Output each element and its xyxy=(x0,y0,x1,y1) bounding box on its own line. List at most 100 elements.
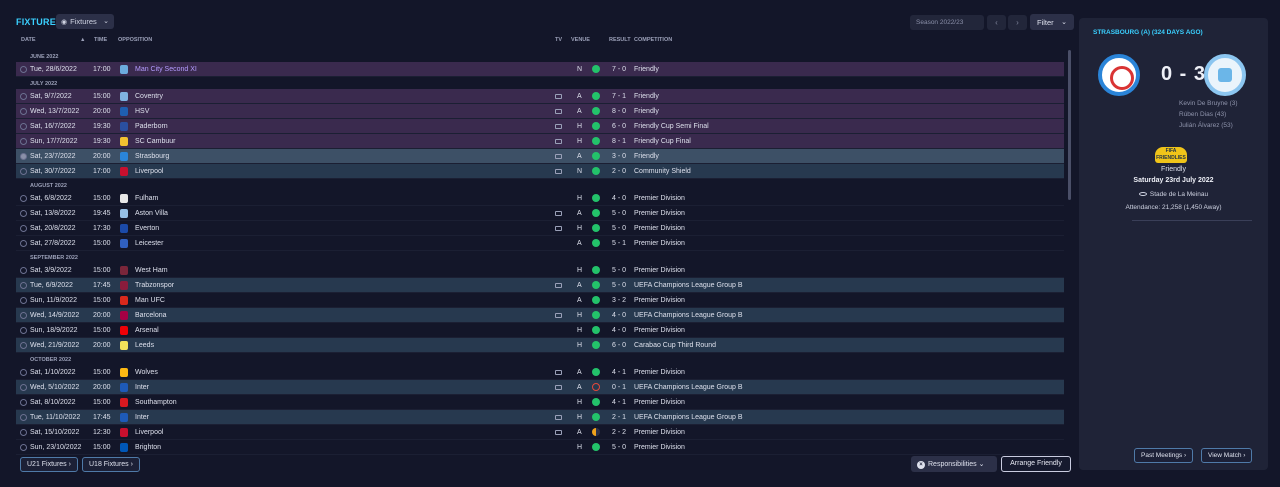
fixture-result[interactable]: 7 - 0 xyxy=(612,66,627,73)
row-select-radio[interactable] xyxy=(20,168,27,175)
fixture-result[interactable]: 4 - 0 xyxy=(612,327,627,334)
fixture-competition[interactable]: Premier Division xyxy=(634,369,685,376)
fixture-row[interactable]: Sat, 20/8/2022 17:30 Everton H 5 - 0 Premier … xyxy=(16,221,1064,236)
fixture-competition[interactable]: UEFA Champions League Group B xyxy=(634,414,743,421)
past-meetings-button[interactable]: Past Meetings › xyxy=(1134,448,1194,463)
fixture-competition[interactable]: Premier Division xyxy=(634,267,685,274)
row-select-radio[interactable] xyxy=(20,210,27,217)
home-team-crest[interactable] xyxy=(1098,54,1140,96)
fixture-competition[interactable]: UEFA Champions League Group B xyxy=(634,312,743,319)
fixture-result[interactable]: 6 - 0 xyxy=(612,123,627,130)
row-select-radio[interactable] xyxy=(20,195,27,202)
fixture-opposition[interactable]: SC Cambuur xyxy=(135,138,176,145)
fixture-competition[interactable]: Premier Division xyxy=(634,444,685,451)
fixture-competition[interactable]: Friendly Cup Semi Final xyxy=(634,123,709,130)
fixture-row[interactable]: Wed, 14/9/2022 20:00 Barcelona H 4 - 0 UEFA C… xyxy=(16,308,1064,323)
fixture-row[interactable]: Sun, 17/7/2022 19:30 SC Cambuur H 8 - 1 Frien… xyxy=(16,134,1064,149)
fixture-result[interactable]: 7 - 1 xyxy=(612,93,627,100)
fixture-row[interactable]: Sat, 13/8/2022 19:45 Aston Villa A 5 - 0 Prem… xyxy=(16,206,1064,221)
fixture-competition[interactable]: Premier Division xyxy=(634,429,685,436)
fixture-competition[interactable]: Community Shield xyxy=(634,168,691,175)
view-dropdown[interactable]: ◉ Fixtures ⌄ xyxy=(56,14,114,29)
fixture-result[interactable]: 8 - 1 xyxy=(612,138,627,145)
view-match-button[interactable]: View Match › xyxy=(1201,448,1253,463)
fixture-result[interactable]: 5 - 1 xyxy=(612,240,627,247)
filter-button[interactable]: Filter ⌄ xyxy=(1030,14,1074,30)
fixture-result[interactable]: 4 - 1 xyxy=(612,399,627,406)
responsibilities-button[interactable]: × Responsibilities ⌄ xyxy=(911,456,997,472)
fixture-result[interactable]: 2 - 2 xyxy=(612,429,627,436)
fixture-competition[interactable]: Friendly xyxy=(634,66,659,73)
fixture-competition[interactable]: UEFA Champions League Group B xyxy=(634,384,743,391)
fixture-row[interactable]: Sat, 30/7/2022 17:00 Liverpool N 2 - 0 Commun… xyxy=(16,164,1064,179)
row-select-radio[interactable] xyxy=(20,369,27,376)
fixture-competition[interactable]: UEFA Champions League Group B xyxy=(634,282,743,289)
fixture-result[interactable]: 5 - 0 xyxy=(612,267,627,274)
row-select-radio[interactable] xyxy=(20,444,27,451)
fixture-row[interactable]: Tue, 28/6/2022 17:00 Man City Second XI N 7 … xyxy=(16,62,1064,77)
fixture-row[interactable]: Wed, 13/7/2022 20:00 HSV A 8 - 0 Friendly xyxy=(16,104,1064,119)
away-team-crest[interactable] xyxy=(1204,54,1246,96)
fixture-result[interactable]: 2 - 1 xyxy=(612,414,627,421)
fixture-result[interactable]: 6 - 0 xyxy=(612,342,627,349)
fixture-row[interactable]: Sat, 23/7/2022 20:00 Strasbourg A 3 - 0 Frien… xyxy=(16,149,1064,164)
fixture-opposition[interactable]: Man UFC xyxy=(135,297,165,304)
row-select-radio[interactable] xyxy=(20,138,27,145)
row-select-radio[interactable] xyxy=(20,312,27,319)
column-venue[interactable]: VENUE xyxy=(571,37,590,43)
fixture-competition[interactable]: Friendly xyxy=(634,108,659,115)
fixture-competition[interactable]: Carabao Cup Third Round xyxy=(634,342,716,349)
fixture-competition[interactable]: Premier Division xyxy=(634,195,685,202)
fixture-result[interactable]: 5 - 0 xyxy=(612,225,627,232)
fixture-competition[interactable]: Friendly xyxy=(634,153,659,160)
fixture-opposition[interactable]: HSV xyxy=(135,108,150,115)
row-select-radio[interactable] xyxy=(20,327,27,334)
column-tv[interactable]: TV xyxy=(555,37,563,43)
row-select-radio[interactable] xyxy=(20,240,27,247)
fixture-row[interactable]: Sun, 11/9/2022 15:00 Man UFC A 3 - 2 Premier … xyxy=(16,293,1064,308)
fixture-opposition[interactable]: Barcelona xyxy=(135,312,167,319)
row-select-radio[interactable] xyxy=(20,66,27,73)
fixture-competition[interactable]: Premier Division xyxy=(634,297,685,304)
row-select-radio[interactable] xyxy=(20,414,27,421)
next-season-button[interactable]: › xyxy=(1008,15,1027,30)
row-select-radio[interactable] xyxy=(20,297,27,304)
u21-fixtures-button[interactable]: U21 Fixtures › xyxy=(20,457,78,472)
fixture-result[interactable]: 8 - 0 xyxy=(612,108,627,115)
fixture-opposition[interactable]: Coventry xyxy=(135,93,164,100)
fixture-result[interactable]: 2 - 0 xyxy=(612,168,627,175)
scorer[interactable]: Rúben Dias (43) xyxy=(1179,111,1227,118)
fixture-opposition[interactable]: Paderborn xyxy=(135,123,168,130)
row-select-radio[interactable] xyxy=(20,225,27,232)
fixture-row[interactable]: Sun, 23/10/2022 15:00 Brighton H 5 - 0 Premie… xyxy=(16,440,1064,455)
fixture-result[interactable]: 4 - 0 xyxy=(612,195,627,202)
fixture-result[interactable]: 5 - 0 xyxy=(612,444,627,451)
fixture-opposition[interactable]: Fulham xyxy=(135,195,159,202)
fixture-row[interactable]: Sat, 27/8/2022 15:00 Leicester A 5 - 1 Premie… xyxy=(16,236,1064,251)
column-date[interactable]: DATE xyxy=(21,37,36,43)
row-select-radio[interactable] xyxy=(20,399,27,406)
fixture-row[interactable]: Wed, 21/9/2022 20:00 Leeds H 6 - 0 Carabao Cu… xyxy=(16,338,1064,353)
scrollbar[interactable] xyxy=(1068,50,1071,200)
column-competition[interactable]: COMPETITION xyxy=(634,37,673,43)
sort-ascending-icon[interactable]: ▲ xyxy=(80,37,86,43)
fixture-opposition[interactable]: Man City Second XI xyxy=(135,66,197,73)
fixture-opposition[interactable]: Liverpool xyxy=(135,168,164,175)
row-select-radio[interactable] xyxy=(20,282,27,289)
fixture-opposition[interactable]: Southampton xyxy=(135,399,177,406)
fixture-row[interactable]: Sat, 9/7/2022 15:00 Coventry A 7 - 1 Friendly xyxy=(16,89,1064,104)
arrange-friendly-button[interactable]: Arrange Friendly xyxy=(1001,456,1071,472)
fixture-competition[interactable]: Premier Division xyxy=(634,210,685,217)
fixture-competition[interactable]: Premier Division xyxy=(634,327,685,334)
row-select-radio[interactable] xyxy=(20,267,27,274)
fixture-opposition[interactable]: Leicester xyxy=(135,240,164,247)
fixture-opposition[interactable]: Trabzonspor xyxy=(135,282,175,289)
fixture-opposition[interactable]: Leeds xyxy=(135,342,155,349)
fixture-row[interactable]: Tue, 11/10/2022 17:45 Inter H 2 - 1 UEFA Cham… xyxy=(16,410,1064,425)
fixture-row[interactable]: Sat, 6/8/2022 15:00 Fulham H 4 - 0 Premier Di… xyxy=(16,191,1064,206)
fixture-competition[interactable]: Friendly Cup Final xyxy=(634,138,691,145)
fixture-row[interactable]: Tue, 6/9/2022 17:45 Trabzonspor A 5 - 0 UEFA … xyxy=(16,278,1064,293)
fixture-row[interactable]: Wed, 5/10/2022 20:00 Inter A 0 - 1 UEFA Champ… xyxy=(16,380,1064,395)
row-select-radio[interactable] xyxy=(20,93,27,100)
column-opposition[interactable]: OPPOSITION xyxy=(118,37,153,43)
